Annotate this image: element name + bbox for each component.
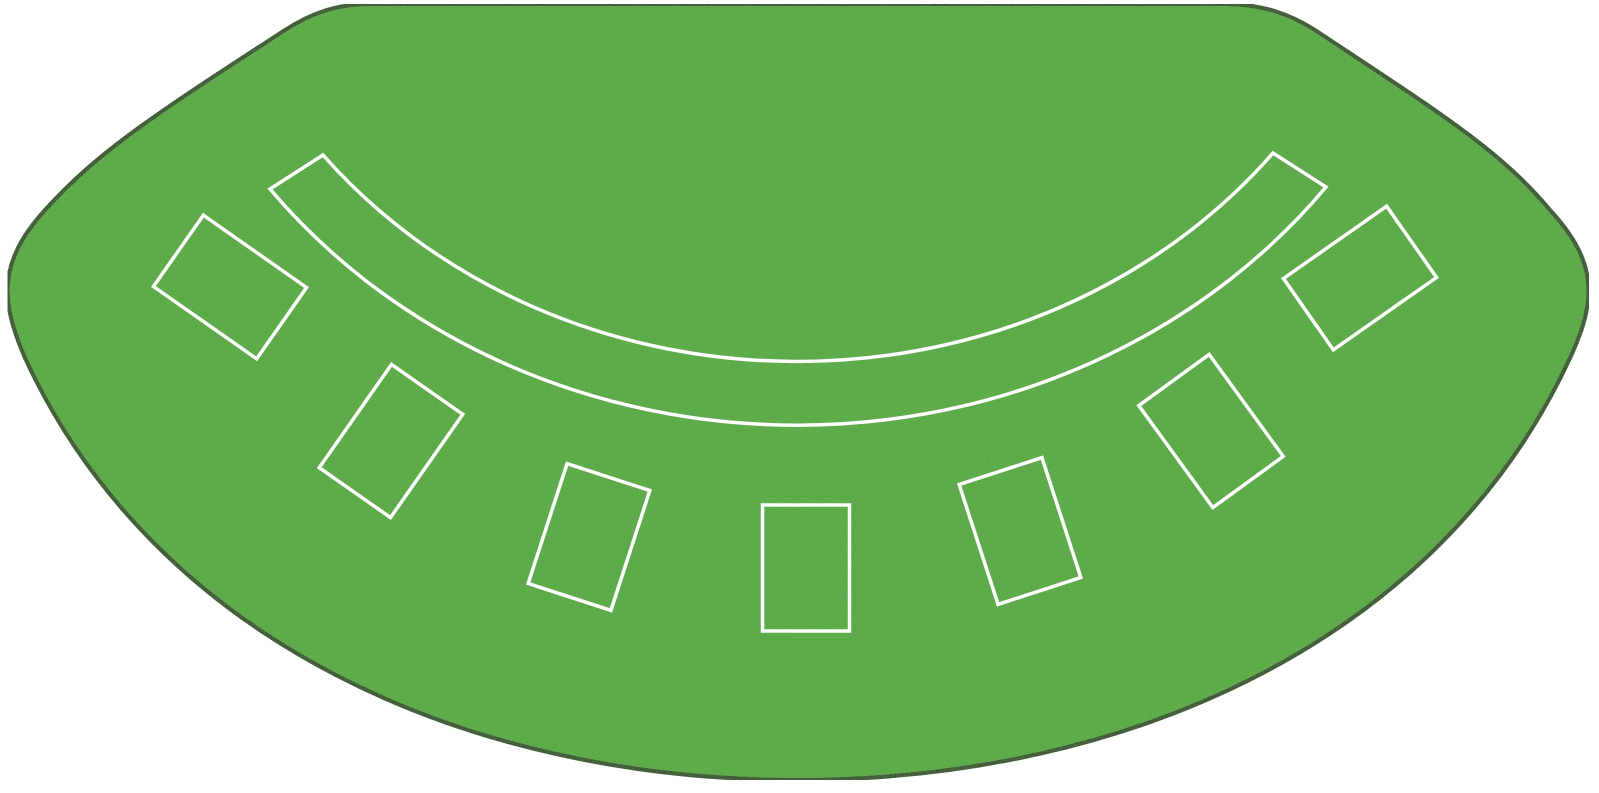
betting-spot-3[interactable] [525, 461, 653, 613]
betting-spot-5[interactable] [956, 455, 1084, 607]
betting-spot-outline[interactable] [525, 461, 653, 613]
betting-spot-7[interactable] [1281, 203, 1439, 353]
betting-spot-4[interactable] [760, 503, 852, 633]
betting-spots [151, 203, 1439, 633]
betting-spot-2[interactable] [316, 362, 466, 520]
betting-spot-outline[interactable] [1281, 203, 1439, 353]
betting-spot-1[interactable] [151, 212, 309, 362]
betting-spot-outline[interactable] [1136, 352, 1286, 510]
betting-spot-outline[interactable] [956, 455, 1084, 607]
betting-spot-outline[interactable] [316, 362, 466, 520]
betting-spot-outline[interactable] [760, 503, 852, 633]
betting-spot-outline[interactable] [151, 212, 309, 362]
insurance-arc [267, 150, 1329, 427]
betting-spot-6[interactable] [1136, 352, 1286, 510]
table-felt [5, 2, 1591, 783]
